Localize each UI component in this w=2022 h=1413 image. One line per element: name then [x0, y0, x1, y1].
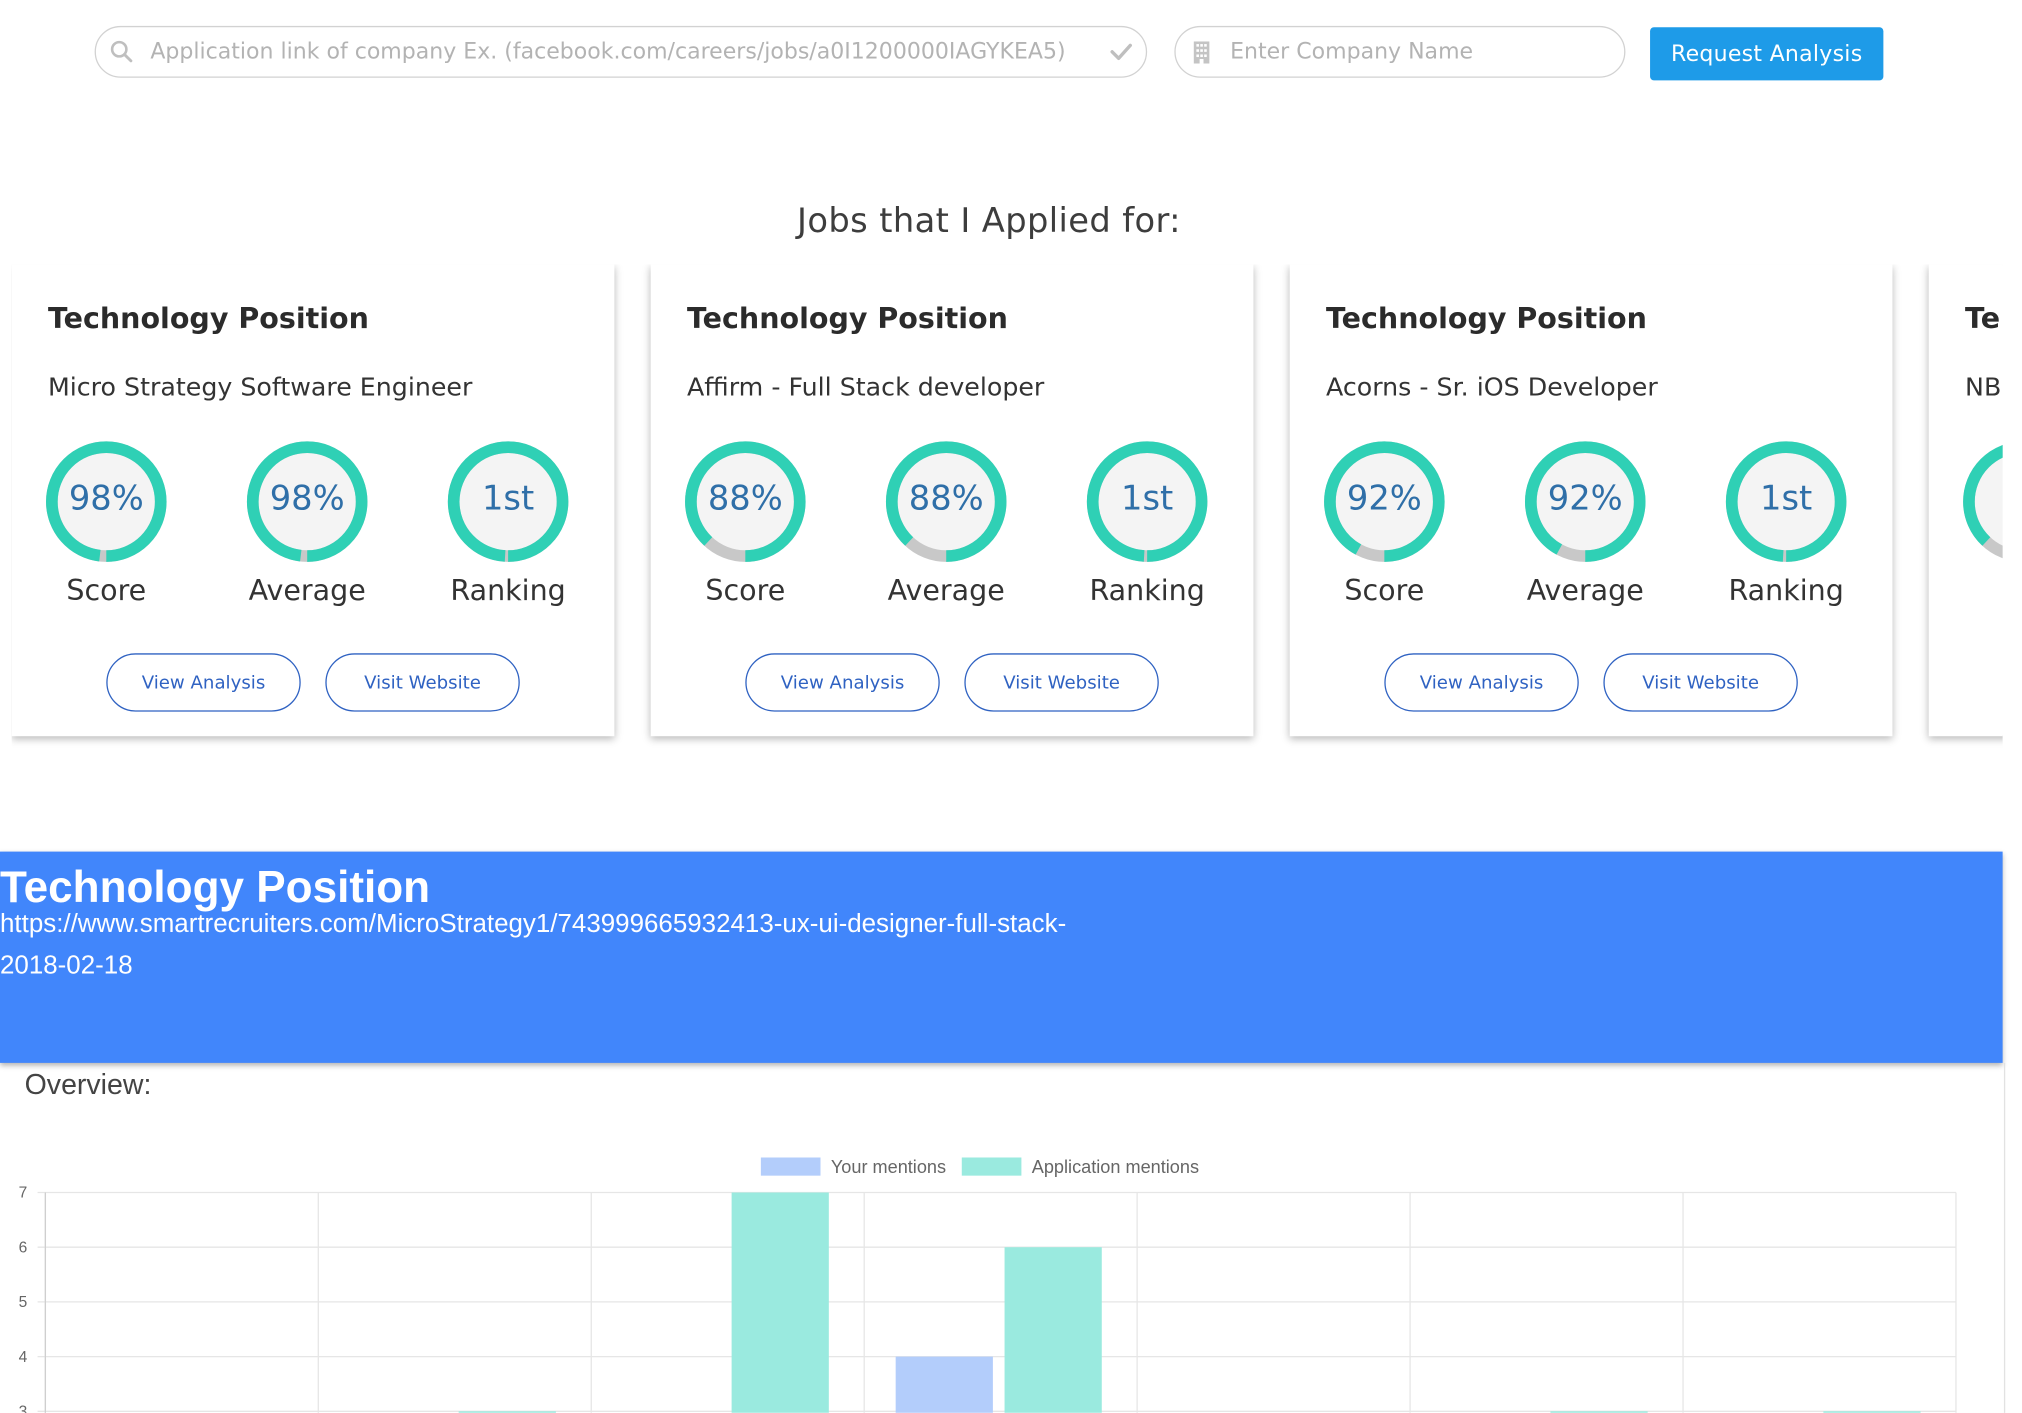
job-card: Technology Position Acorns - Sr. iOS Deve… [1289, 264, 1893, 737]
search-icon [110, 40, 133, 63]
ring-fill [885, 441, 1007, 562]
metric-value: 98% [269, 479, 345, 519]
progress-ring [1725, 441, 1847, 562]
metric-value: 1st [1121, 479, 1174, 519]
chart-bar [1004, 1247, 1102, 1413]
view-analysis-button[interactable]: View Analysis [745, 653, 940, 712]
chart-bar [731, 1192, 829, 1413]
progress-ring [1524, 441, 1646, 562]
progress-ring [46, 441, 167, 562]
detail-panel: Overview: 3 4 5 6 7 Your mentions Application … [0, 1062, 2006, 1413]
progress-ring [1086, 441, 1208, 562]
request-analysis-button[interactable]: Request Analysis [1650, 27, 1884, 81]
detail-title: Technology Position [0, 863, 431, 913]
y-tick-label: 7 [19, 1185, 28, 1202]
section-title: Jobs that I Applied for: [797, 202, 1181, 242]
card-position-name: Acorns - Sr. iOS Developer [1326, 372, 1658, 402]
metric-label: Score [1344, 575, 1425, 608]
progress-ring [685, 441, 806, 562]
metric-label: Score [705, 575, 786, 608]
card-position-name: Micro Strategy Software Engineer [47, 372, 473, 402]
y-tick-label: 5 [19, 1294, 28, 1311]
metric-label: Average [1526, 575, 1644, 608]
ring-fill [447, 441, 569, 562]
view-analysis-button[interactable]: View Analysis [1384, 653, 1579, 712]
progress-ring [246, 441, 368, 562]
metric-value: 98% [68, 479, 144, 519]
card-title: Te [1965, 303, 2001, 336]
visit-website-button[interactable]: Visit Website [1603, 653, 1798, 712]
legend-label: Your mentions [831, 1157, 946, 1177]
metric-label: S [1939, 576, 2003, 608]
job-card: Technology Position Micro Strategy Softwa… [11, 264, 615, 737]
ring-fill [1324, 441, 1445, 562]
card-title: Technology Position [1326, 303, 1647, 336]
metric-value: 1st [481, 479, 535, 519]
view-analysis-button[interactable]: View Analysis [106, 653, 301, 712]
application-link-input[interactable] [150, 27, 1084, 76]
card-position-name: NB [1965, 372, 2002, 402]
ring-fill [685, 441, 806, 562]
job-cards-carousel: Technology Position Micro Strategy Softwa… [11, 264, 2003, 757]
mentions-chart: 3 4 5 6 7 Your mentions Application mentions [19, 1157, 1957, 1413]
metric-value: 92% [1547, 479, 1623, 519]
y-tick-label: 4 [19, 1349, 28, 1366]
metric-value: 92% [1346, 479, 1422, 519]
y-tick-label: 6 [19, 1239, 28, 1256]
metric-label: Score [66, 575, 147, 608]
y-tick-label: 3 [19, 1403, 28, 1412]
building-icon [1193, 41, 1210, 64]
metric-value: 88% [908, 479, 984, 519]
legend-label: Application mentions [1032, 1157, 1199, 1177]
ring-fill [46, 441, 167, 562]
metric-value: 1st [1760, 479, 1813, 519]
metric-value: 88% [707, 479, 783, 519]
company-name-field[interactable] [1174, 25, 1626, 78]
metric-label: Average [248, 575, 366, 608]
overview-label: Overview: [24, 1068, 152, 1101]
legend-swatch [760, 1157, 821, 1176]
metric-label: Average [887, 575, 1005, 608]
job-card: Technology Position Affirm - Full Stack d… [650, 264, 1254, 737]
job-card: Te NB 8 S [1928, 264, 2003, 737]
ring-fill [1725, 441, 1847, 562]
metric-value: 8 [1939, 480, 2003, 519]
progress-ring [1324, 441, 1445, 562]
chart-bar [895, 1356, 993, 1413]
metric-label: Ranking [450, 575, 566, 608]
company-name-input[interactable] [1230, 27, 1606, 76]
check-icon [1110, 43, 1132, 61]
job-detail-header: Technology Position https://www.smartrec… [0, 851, 2003, 1063]
card-title: Technology Position [47, 303, 369, 336]
metric-label: Ranking [1728, 575, 1844, 608]
detail-date: 2018-02-18 [0, 951, 133, 980]
detail-url[interactable]: https://www.smartrecruiters.com/MicroStr… [0, 909, 1067, 939]
progress-ring [1963, 441, 2003, 562]
progress-ring [885, 441, 1007, 562]
progress-ring [447, 441, 569, 562]
application-link-field[interactable] [94, 25, 1148, 78]
card-title: Technology Position [686, 303, 1008, 336]
metric-label: Ranking [1089, 575, 1205, 608]
ring-fill [1524, 441, 1646, 562]
visit-website-button[interactable]: Visit Website [964, 653, 1159, 712]
legend-swatch [961, 1157, 1022, 1176]
visit-website-button[interactable]: Visit Website [325, 653, 520, 712]
ring-fill [246, 441, 368, 562]
card-position-name: Affirm - Full Stack developer [686, 372, 1045, 402]
ring-fill [1963, 441, 2003, 562]
